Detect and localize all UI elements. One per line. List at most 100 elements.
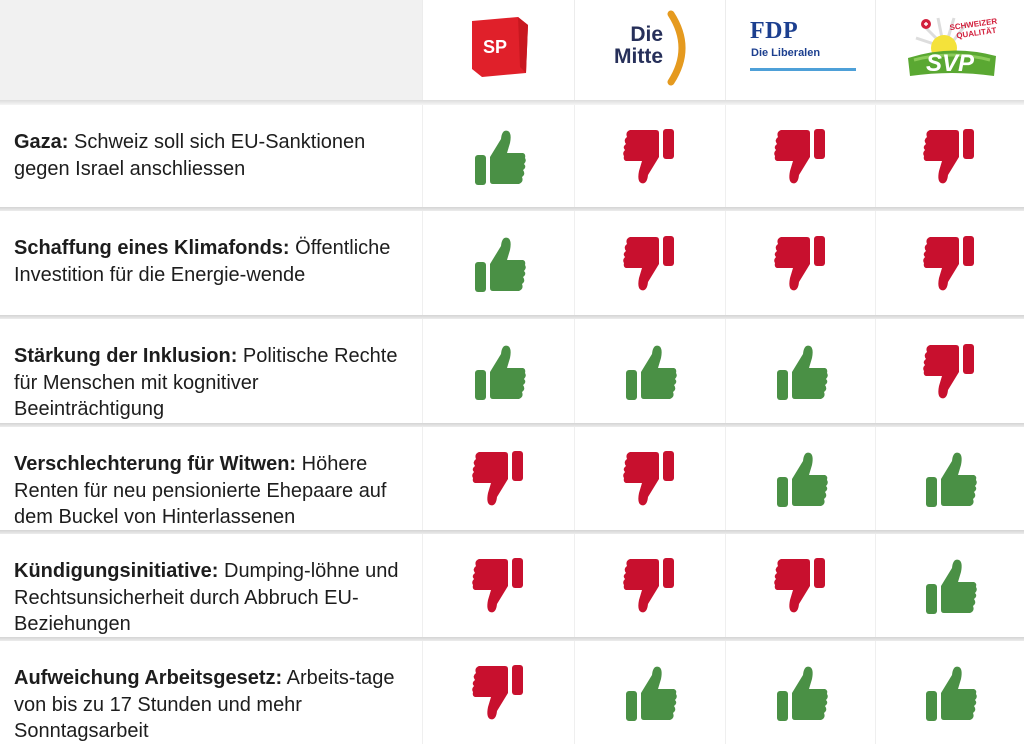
header-sp: SP <box>422 0 574 101</box>
row-divider <box>0 530 1024 534</box>
fdp-logo-subtitle: Die Liberalen <box>751 47 821 59</box>
fdp-logo-underline <box>750 68 856 71</box>
thumbs-down-icon <box>471 558 523 613</box>
thumbs-down-icon <box>623 558 674 613</box>
topic-title: Schaffung eines Klimafonds: <box>14 237 290 259</box>
thumbs-down-icon <box>471 664 523 719</box>
thumbs-up-icon <box>474 345 526 400</box>
topic-title: Verschlechterung für Witwen: <box>14 453 297 475</box>
thumbs-down-icon <box>773 128 825 183</box>
topic-label: Aufweichung Arbeitsgesetz: Arbeits-tage … <box>0 641 422 744</box>
vote-mitte-no <box>574 534 725 638</box>
row-divider <box>0 423 1024 427</box>
topic-description: Schweiz soll sich EU-Sanktionen gegen Is… <box>14 131 366 180</box>
header-mitte: Die Mitte <box>574 0 725 101</box>
topic-label: Verschlechterung für Witwen: Höhere Rent… <box>0 427 422 531</box>
thumbs-down-icon <box>923 128 974 183</box>
vote-svp-no <box>875 105 1024 208</box>
row-divider <box>0 315 1024 319</box>
header-fdp: FDP Die Liberalen <box>725 0 875 101</box>
vote-fdp-no <box>725 105 875 208</box>
topic-row: Gaza: Schweiz soll sich EU-Sanktionen ge… <box>0 105 1024 208</box>
thumbs-down-icon <box>623 235 674 290</box>
vote-svp-no <box>875 211 1024 316</box>
thumbs-up-icon <box>474 237 526 292</box>
vote-mitte-no <box>574 211 725 316</box>
topic-title: Gaza: <box>14 131 69 153</box>
fdp-logo-title: FDP <box>750 18 799 44</box>
svp-logo: SCHWEIZER QUALITÄT SVP <box>904 10 1000 80</box>
mitte-logo-line1: Die <box>630 23 663 46</box>
topic-label: Gaza: Schweiz soll sich EU-Sanktionen ge… <box>0 105 422 208</box>
vote-svp-yes <box>875 641 1024 744</box>
thumbs-down-icon <box>923 343 974 398</box>
thumbs-up-icon <box>626 666 677 721</box>
thumbs-down-icon <box>923 235 974 290</box>
header-divider <box>0 100 1024 105</box>
topic-label: Stärkung der Inklusion: Politische Recht… <box>0 319 422 424</box>
thumbs-down-icon <box>471 451 523 506</box>
topic-description: Arbeits-tage von bis zu 17 Stunden und m… <box>14 667 395 742</box>
topic-title: Stärkung der Inklusion: <box>14 345 238 367</box>
vote-fdp-yes <box>725 319 875 424</box>
vote-sp-no <box>422 427 574 531</box>
mitte-logo-line2: Mitte <box>614 45 663 68</box>
thumbs-up-icon <box>926 666 977 721</box>
header-blank-cell <box>0 0 422 101</box>
thumbs-up-icon <box>626 345 677 400</box>
svp-logo-text: SVP <box>925 50 975 77</box>
vote-mitte-yes <box>574 319 725 424</box>
topic-title: Kündigungsinitiative: <box>14 560 219 582</box>
topic-description: Höhere Renten für neu pensionierte Ehepa… <box>14 453 387 528</box>
sp-logo: SP <box>468 15 532 79</box>
topic-label: Schaffung eines Klimafonds: Öffentliche … <box>0 211 422 316</box>
vote-sp-yes <box>422 319 574 424</box>
topic-row: Schaffung eines Klimafonds: Öffentliche … <box>0 211 1024 316</box>
topic-description: Politische Rechte für Menschen mit kogni… <box>14 345 398 420</box>
topic-description: Öffentliche Investition für die Energie-… <box>14 237 391 286</box>
sp-logo-text: SP <box>482 37 507 57</box>
topic-row: Stärkung der Inklusion: Politische Recht… <box>0 319 1024 424</box>
thumbs-up-icon <box>776 345 828 400</box>
vote-sp-yes <box>422 211 574 316</box>
row-divider <box>0 207 1024 211</box>
vote-sp-yes <box>422 105 574 208</box>
vote-sp-no <box>422 534 574 638</box>
vote-svp-yes <box>875 427 1024 531</box>
vote-sp-no <box>422 641 574 744</box>
thumbs-down-icon <box>623 128 674 183</box>
vote-fdp-yes <box>725 641 875 744</box>
thumbs-up-icon <box>474 130 526 185</box>
topic-row: Verschlechterung für Witwen: Höhere Rent… <box>0 427 1024 531</box>
vote-fdp-no <box>725 211 875 316</box>
vote-mitte-no <box>574 427 725 531</box>
row-divider <box>0 637 1024 641</box>
thumbs-up-icon <box>926 559 977 614</box>
thumbs-down-icon <box>773 558 825 613</box>
vote-mitte-yes <box>574 641 725 744</box>
vote-fdp-yes <box>725 427 875 531</box>
thumbs-up-icon <box>926 452 977 507</box>
topic-description: Dumping-löhne und Rechtsunsicherheit dur… <box>14 560 399 635</box>
topic-row: Aufweichung Arbeitsgesetz: Arbeits-tage … <box>0 641 1024 744</box>
vote-fdp-no <box>725 534 875 638</box>
vote-svp-no <box>875 319 1024 424</box>
topic-title: Aufweichung Arbeitsgesetz: <box>14 667 283 689</box>
topic-row: Kündigungsinitiative: Dumping-löhne und … <box>0 534 1024 638</box>
party-header-row: SP Die Mitte FDP Die Liberalen <box>0 0 1024 101</box>
mitte-bracket-shape <box>667 10 686 86</box>
fdp-logo: FDP Die Liberalen <box>748 18 860 74</box>
thumbs-up-icon <box>776 666 828 721</box>
thumbs-down-icon <box>773 235 825 290</box>
thumbs-down-icon <box>623 451 674 506</box>
mitte-logo: Die Mitte <box>607 10 697 86</box>
svp-logo-shape <box>908 17 996 76</box>
sp-logo-shape <box>472 17 528 77</box>
vote-svp-yes <box>875 534 1024 638</box>
thumbs-up-icon <box>776 452 828 507</box>
topic-label: Kündigungsinitiative: Dumping-löhne und … <box>0 534 422 638</box>
header-svp: SCHWEIZER QUALITÄT SVP <box>875 0 1024 101</box>
mitte-logo-text: Die Mitte <box>614 24 663 68</box>
vote-mitte-no <box>574 105 725 208</box>
